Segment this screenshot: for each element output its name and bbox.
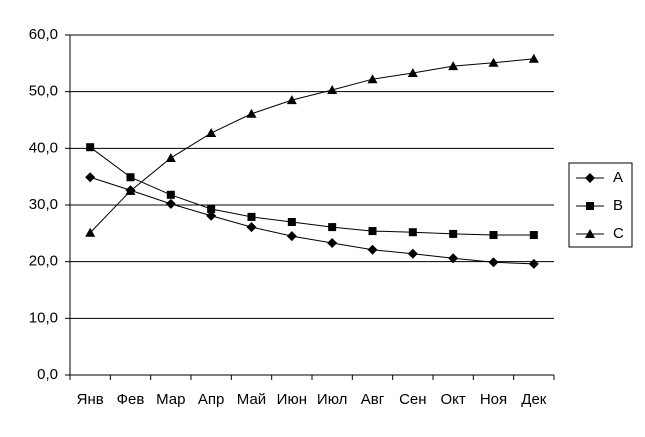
y-tick-label: 40,0 [29,139,58,156]
marker [448,61,459,71]
y-tick-label: 0,0 [37,366,58,383]
x-tick-label: Май [237,391,266,408]
x-tick-label: Дек [521,391,547,408]
marker [166,190,175,199]
series-line [89,146,534,236]
x-tick-label: Фев [117,391,145,408]
marker [206,210,217,221]
marker [327,84,338,94]
marker [246,222,257,233]
marker [529,231,538,240]
marker [367,74,378,84]
y-tick-label: 50,0 [29,83,58,100]
marker [367,244,378,255]
y-tick-label: 20,0 [29,253,58,270]
marker [449,229,458,238]
x-tick-label: Мар [156,391,185,408]
marker [207,204,216,213]
marker [85,227,96,237]
x-tick-label: Июл [317,391,347,408]
marker [407,248,418,259]
marker [488,57,499,67]
marker [488,257,499,268]
x-tick-label: Сен [399,391,426,408]
marker [165,198,176,209]
marker [85,172,96,183]
x-tick-label: Янв [77,391,104,408]
marker [585,229,595,238]
marker [246,108,257,118]
series-line [90,176,534,265]
marker [407,67,418,77]
marker [247,212,256,221]
marker [86,143,95,152]
marker [287,218,296,226]
marker [206,128,217,138]
y-tick-label: 60,0 [29,26,58,43]
marker [286,95,297,105]
legend-box [568,162,633,248]
y-tick-label: 30,0 [29,196,58,213]
marker [328,223,337,232]
x-tick-label: Апр [198,391,224,408]
marker [286,231,297,242]
legend-label: B [613,197,623,214]
marker [489,231,498,240]
marker [327,237,338,248]
marker [448,253,459,264]
x-tick-label: Июн [277,391,307,408]
x-tick-label: Авг [361,391,385,408]
marker [528,258,539,269]
legend-label: A [613,169,623,186]
y-tick-label: 10,0 [29,309,58,326]
marker [408,228,417,237]
marker [585,173,595,183]
marker [368,227,377,236]
legend-label: C [613,225,624,242]
marker [165,152,176,162]
marker [528,53,539,63]
marker [125,185,136,195]
series-line [89,58,534,234]
marker [586,202,594,210]
x-tick-label: Ноя [480,391,507,408]
x-tick-label: Окт [441,391,466,408]
marker [126,173,135,182]
